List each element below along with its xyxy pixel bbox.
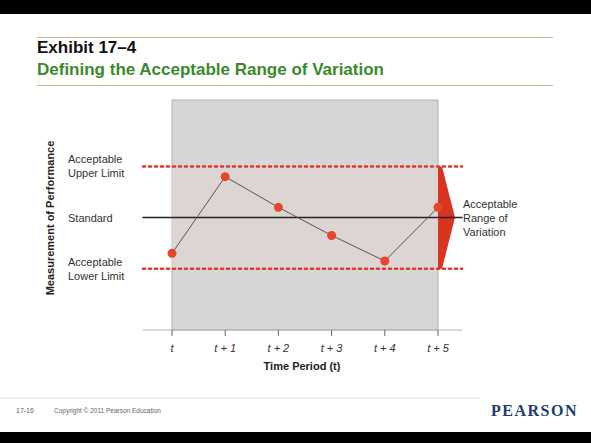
- svg-text:t: t: [170, 342, 174, 354]
- svg-text:t + 4: t + 4: [374, 342, 396, 354]
- svg-text:t + 3: t + 3: [321, 342, 344, 354]
- svg-text:t + 1: t + 1: [214, 342, 236, 354]
- svg-text:AcceptableUpper Limit: AcceptableUpper Limit: [68, 153, 124, 179]
- svg-text:Standard: Standard: [68, 212, 113, 224]
- svg-text:t + 5: t + 5: [427, 342, 450, 354]
- svg-text:AcceptableRange ofVariation: AcceptableRange ofVariation: [463, 198, 517, 238]
- svg-text:t + 2: t + 2: [268, 342, 290, 354]
- html-text:Defining the Acceptable Range: Defining the Acceptable Range of Variati…: [37, 60, 384, 79]
- svg-text:Measurement of Performance: Measurement of Performance: [44, 141, 56, 296]
- svg-text:17-16: 17-16: [16, 407, 34, 414]
- svg-text:Copyright © 2011 Pearson Educa: Copyright © 2011 Pearson Education: [54, 407, 161, 415]
- html-text:Exhibit 17–4: Exhibit 17–4: [37, 38, 137, 57]
- svg-text:PEARSON: PEARSON: [491, 402, 578, 419]
- svg-text:AcceptableLower Limit: AcceptableLower Limit: [68, 256, 124, 282]
- svg-text:Time Period (t): Time Period (t): [264, 360, 341, 372]
